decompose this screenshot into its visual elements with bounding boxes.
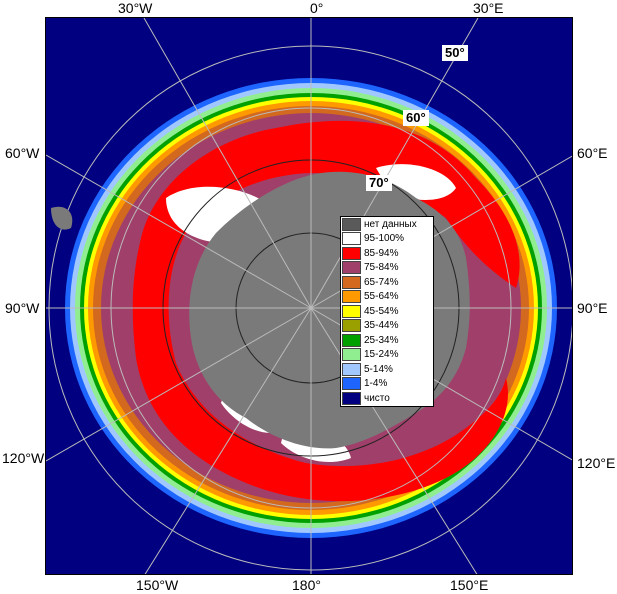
legend-swatch xyxy=(342,348,361,362)
lon-label-180: 180° xyxy=(292,577,321,593)
legend-label: 75-84% xyxy=(364,262,399,274)
legend-item: 15-24% xyxy=(341,348,433,363)
legend-label: 55-64% xyxy=(364,291,399,303)
legend-label: 95-100% xyxy=(364,233,405,245)
lon-label-90e: 90°E xyxy=(577,300,608,316)
legend-swatch xyxy=(342,304,361,318)
lat-label-50: 50° xyxy=(442,45,468,61)
legend-swatch xyxy=(342,261,361,275)
lon-label-150w: 150°W xyxy=(136,577,179,593)
lon-label-150e: 150°E xyxy=(450,577,489,593)
lon-label-60w: 60°W xyxy=(5,145,40,161)
legend-swatch xyxy=(342,319,361,333)
legend-label: 45-54% xyxy=(364,305,399,317)
legend-item: 5-14% xyxy=(341,362,433,377)
lat-label-60: 60° xyxy=(403,110,429,126)
legend-swatch xyxy=(342,377,361,391)
legend-label: чисто xyxy=(364,392,390,404)
lat-label-70: 70° xyxy=(366,175,392,191)
legend-item: 35-44% xyxy=(341,319,433,334)
legend-item: чисто xyxy=(341,391,433,406)
lon-label-30w: 30°W xyxy=(118,0,153,16)
legend-swatch xyxy=(342,362,361,376)
south-america-land xyxy=(51,206,73,230)
lon-label-0: 0° xyxy=(310,0,324,16)
legend-item: 25-34% xyxy=(341,333,433,348)
legend-item: 65-74% xyxy=(341,275,433,290)
legend-label: 1-4% xyxy=(364,378,388,390)
legend-swatch xyxy=(342,275,361,289)
sea-ice-map xyxy=(46,18,572,574)
lon-label-90w: 90°W xyxy=(5,300,40,316)
legend-swatch xyxy=(342,333,361,347)
legend-label: нет данных xyxy=(364,218,417,230)
legend-swatch xyxy=(342,217,361,231)
lon-label-60e: 60°E xyxy=(577,145,608,161)
legend-item: 75-84% xyxy=(341,261,433,276)
legend-swatch xyxy=(342,246,361,260)
legend-label: 35-44% xyxy=(364,320,399,332)
legend: нет данных 95-100% 85-94% 75-84% 65-74% 55-64… xyxy=(340,216,434,407)
legend-item: 85-94% xyxy=(341,246,433,261)
map-frame xyxy=(45,17,573,575)
lon-label-120e: 120°E xyxy=(577,455,616,471)
legend-item: 95-100% xyxy=(341,232,433,247)
legend-swatch xyxy=(342,232,361,246)
legend-swatch xyxy=(342,290,361,304)
legend-item: 55-64% xyxy=(341,290,433,305)
legend-label: 85-94% xyxy=(364,247,399,259)
legend-label: 15-24% xyxy=(364,349,399,361)
legend-label: 25-34% xyxy=(364,334,399,346)
legend-label: 65-74% xyxy=(364,276,399,288)
legend-item: нет данных xyxy=(341,217,433,232)
lon-label-30e: 30°E xyxy=(473,0,504,16)
legend-label: 5-14% xyxy=(364,363,393,375)
legend-item: 1-4% xyxy=(341,377,433,392)
legend-item: 45-54% xyxy=(341,304,433,319)
lon-label-120w: 120°W xyxy=(2,450,45,466)
legend-swatch xyxy=(342,391,361,405)
